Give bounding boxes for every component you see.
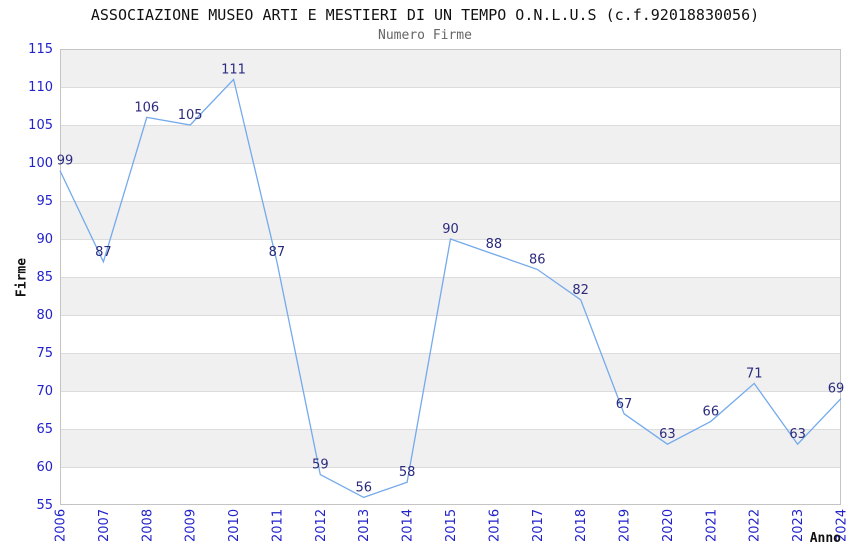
y-tick-label: 55 [36,498,53,513]
y-tick-label: 105 [28,118,53,133]
y-tick-label: 65 [36,422,53,437]
point-label: 87 [95,245,112,260]
point-label: 87 [269,245,286,260]
x-tick-label: 2023 [791,509,806,542]
plot-band [60,467,841,505]
x-tick-label: 2016 [487,509,502,542]
x-tick-label: 2015 [444,509,459,542]
x-tick-labels: 2006 2007 2008 2009 2010 2011 2012 2013 2014 2015… [54,509,850,542]
y-tick-label: 90 [36,232,53,247]
point-label: 66 [703,404,720,419]
x-tick-label: 2018 [574,509,589,542]
x-tick-label: 2020 [661,509,676,542]
x-tick-label: 2010 [227,509,242,542]
point-label: 106 [134,100,159,115]
y-tick-label: 95 [36,194,53,209]
point-label: 71 [746,366,763,381]
point-label: 56 [355,480,372,495]
point-label: 90 [442,222,459,237]
x-tick-label: 2014 [401,509,416,542]
point-label: 105 [178,108,203,123]
point-label: 67 [616,397,633,412]
point-label: 111 [221,62,246,77]
x-tick-label: 2017 [531,509,546,542]
y-tick-label: 70 [36,384,53,399]
y-tick-label: 75 [36,346,53,361]
plot-band [60,315,841,353]
y-tick-label: 60 [36,460,53,475]
plot-band [60,49,841,87]
y-tick-label: 85 [36,270,53,285]
x-tick-label: 2006 [54,509,69,542]
plot-band [60,391,841,429]
x-tick-label: 2019 [618,509,633,542]
x-tick-label: 2021 [704,509,719,542]
y-tick-label: 100 [28,156,53,171]
chart-title: ASSOCIAZIONE MUSEO ARTI E MESTIERI DI UN… [90,6,760,24]
point-label: 58 [399,465,416,480]
point-label: 63 [789,427,806,442]
plot-bands [60,49,841,505]
point-labels: 99 87 106 105 111 87 59 56 58 90 88 86 82 67 63 66 71 63 6… [57,62,845,495]
plot-band [60,239,841,277]
x-tick-label: 2024 [835,509,850,542]
x-tick-label: 2009 [184,509,199,542]
point-label: 59 [312,458,329,473]
point-label: 86 [529,252,546,267]
y-axis-title: Firme [14,257,30,298]
plot-band [60,429,841,467]
point-label: 69 [828,382,845,397]
plot-border [60,49,841,505]
y-tick-labels: 55 60 65 70 75 80 85 90 95 100 105 110 115 [28,42,53,513]
point-label: 88 [486,237,503,252]
x-tick-label: 2012 [314,509,329,542]
plot-band [60,87,841,125]
point-label: 82 [572,283,589,298]
x-tick-label: 2008 [140,509,155,542]
plot-band [60,353,841,391]
chart-subtitle: Numero Firme [378,28,472,43]
y-tick-label: 110 [28,80,53,95]
x-tick-label: 2022 [748,509,763,542]
y-tick-label: 115 [28,42,53,57]
point-label: 63 [659,427,676,442]
y-tick-label: 80 [36,308,53,323]
plot-band [60,163,841,201]
plot-band [60,201,841,239]
plot-band [60,277,841,315]
data-line [59,78,842,499]
x-tick-label: 2011 [270,509,285,542]
x-tick-label: 2013 [357,509,372,542]
x-tick-label: 2007 [97,509,112,542]
plot-band [60,125,841,163]
x-axis-title: Anno [809,531,841,546]
point-label: 99 [57,154,74,169]
